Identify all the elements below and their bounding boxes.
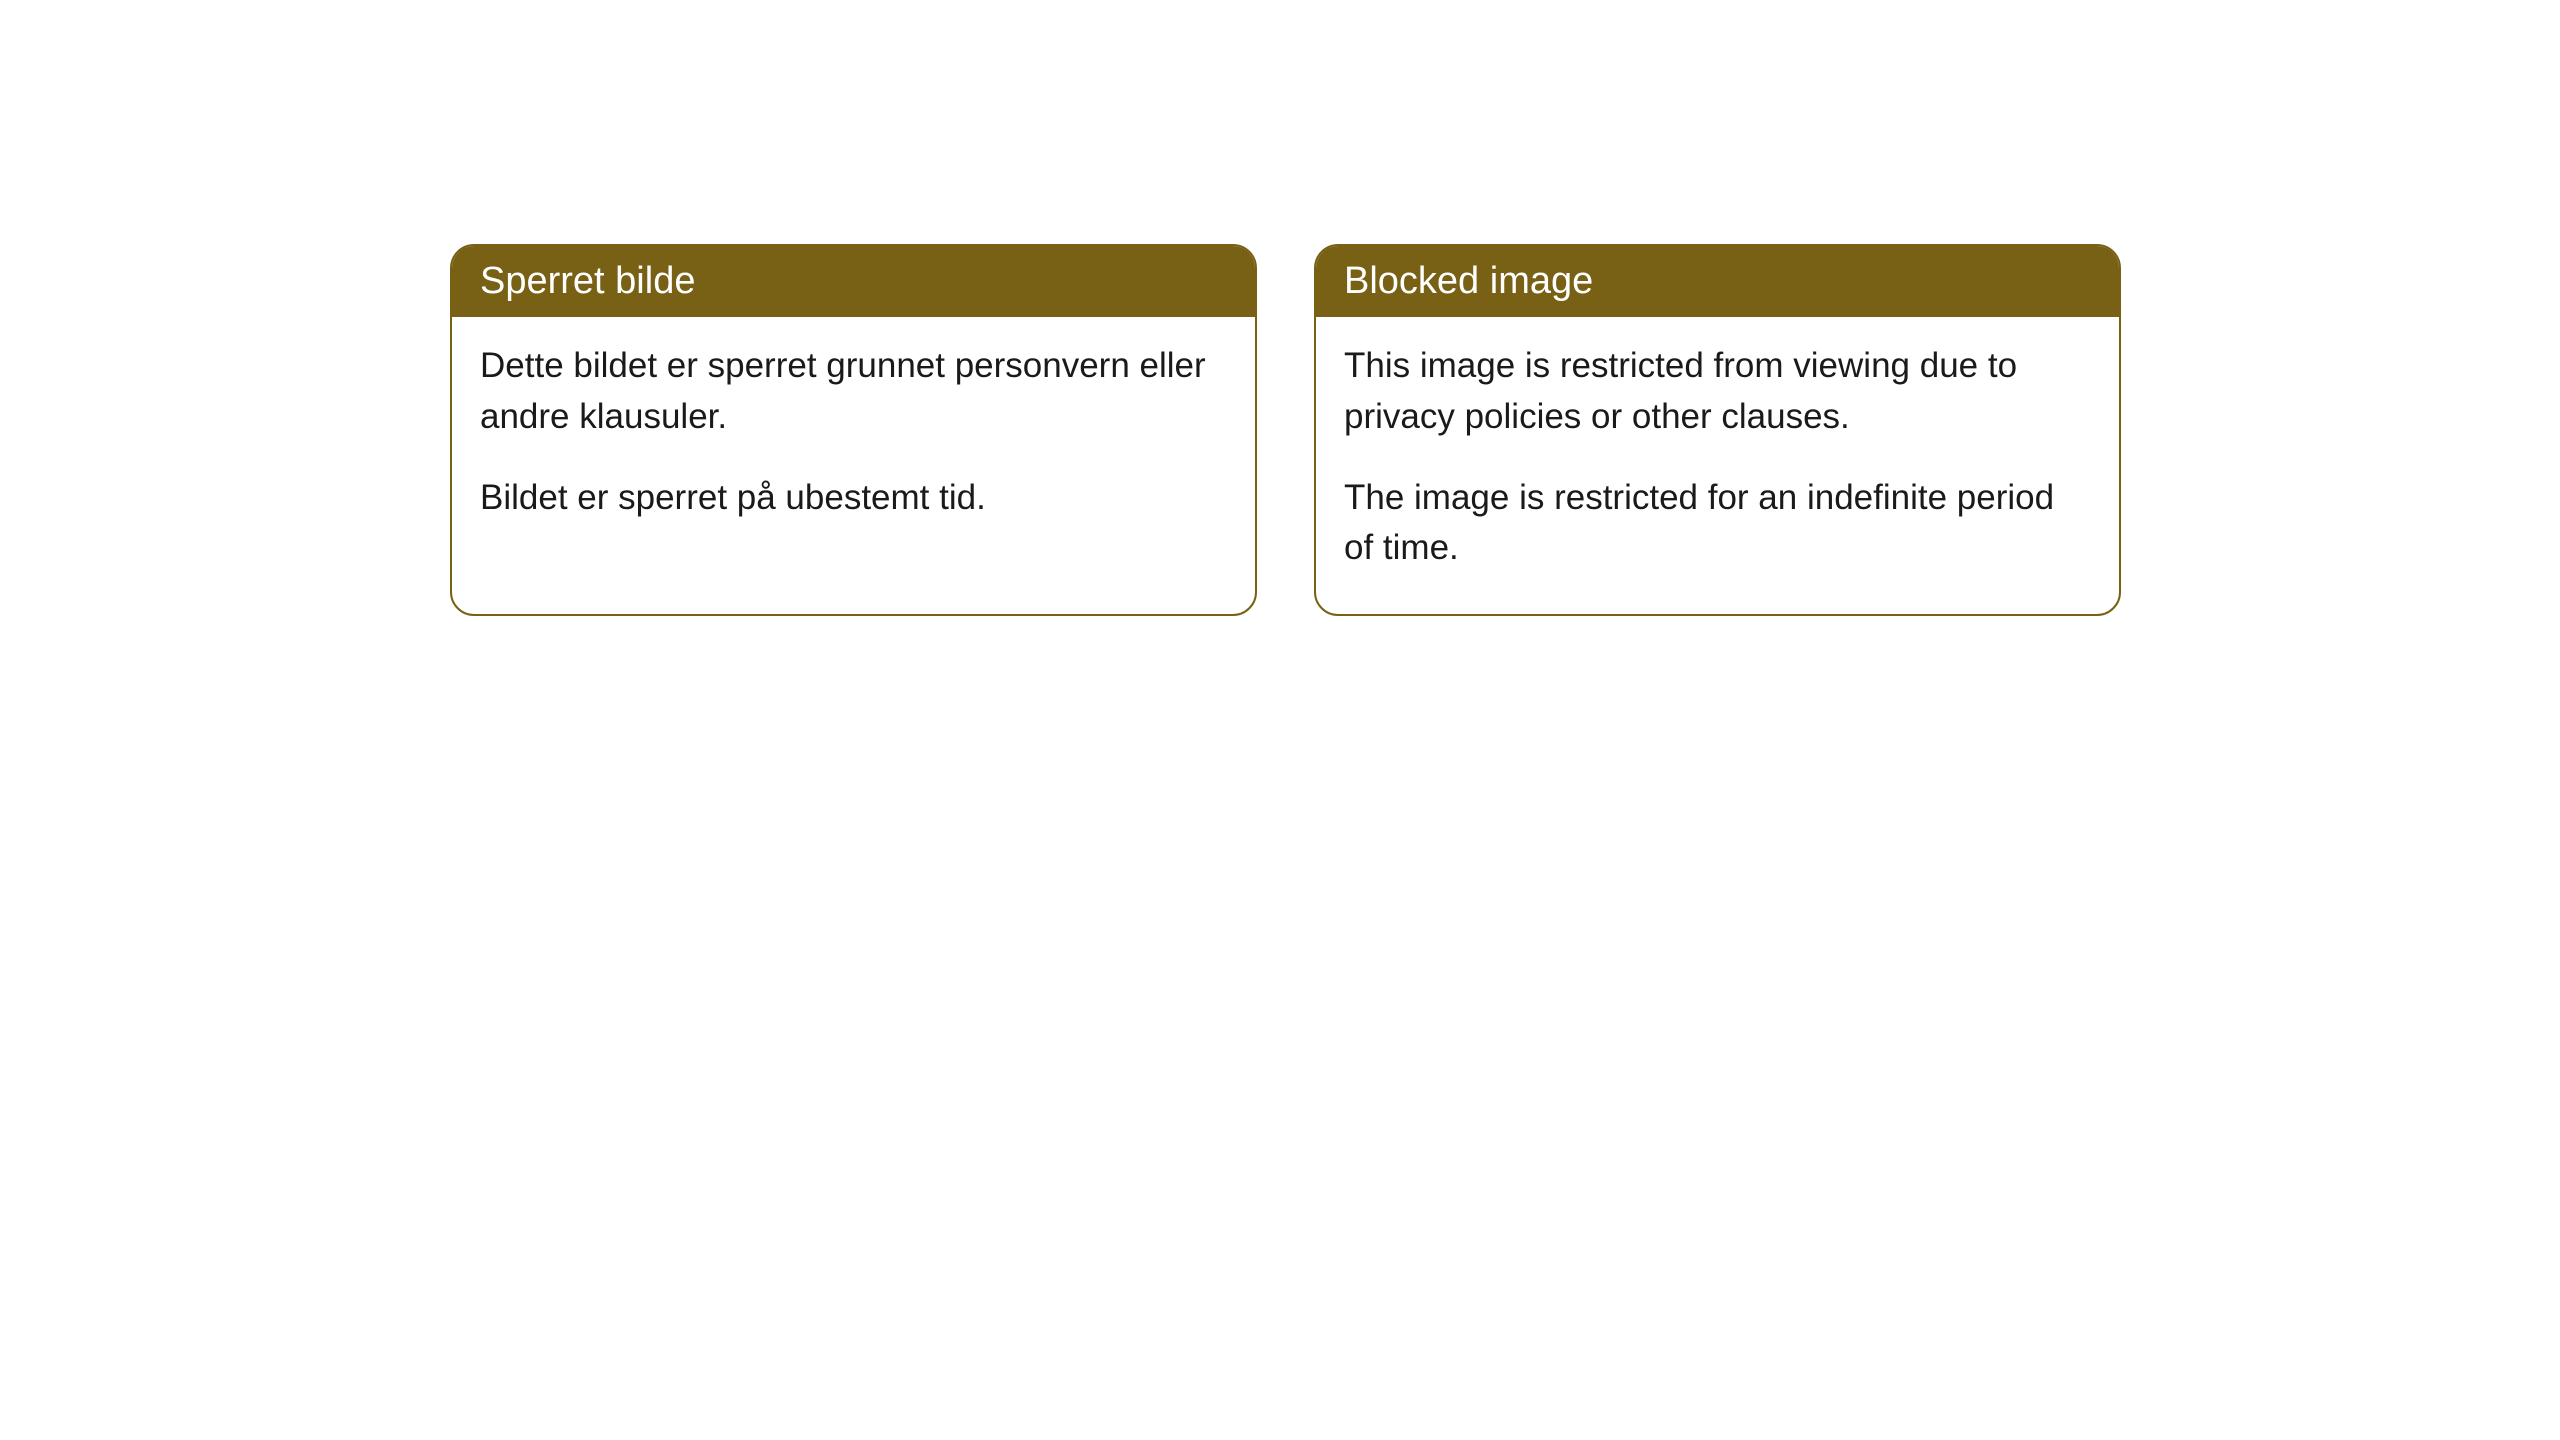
- notice-cards-container: Sperret bilde Dette bildet er sperret gr…: [450, 244, 2121, 616]
- card-paragraph: The image is restricted for an indefinit…: [1344, 473, 2091, 575]
- card-body-english: This image is restricted from viewing du…: [1316, 317, 2119, 614]
- card-body-norwegian: Dette bildet er sperret grunnet personve…: [452, 317, 1255, 563]
- notice-card-english: Blocked image This image is restricted f…: [1314, 244, 2121, 616]
- card-paragraph: Dette bildet er sperret grunnet personve…: [480, 341, 1227, 443]
- card-header-norwegian: Sperret bilde: [452, 246, 1255, 317]
- card-paragraph: This image is restricted from viewing du…: [1344, 341, 2091, 443]
- card-title: Sperret bilde: [480, 260, 695, 302]
- card-paragraph: Bildet er sperret på ubestemt tid.: [480, 473, 1227, 524]
- notice-card-norwegian: Sperret bilde Dette bildet er sperret gr…: [450, 244, 1257, 616]
- card-title: Blocked image: [1344, 260, 1593, 302]
- card-header-english: Blocked image: [1316, 246, 2119, 317]
